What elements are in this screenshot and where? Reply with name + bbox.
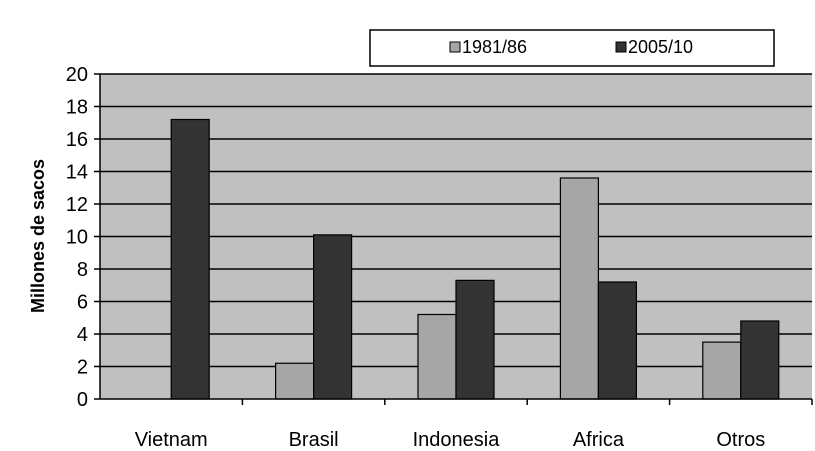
- y-tick-label: 2: [77, 357, 88, 379]
- y-tick-label: 18: [66, 97, 88, 119]
- bar-indonesia-2005-10: [455, 279, 495, 400]
- category-label: Vietnam: [135, 429, 208, 451]
- y-tick-label: 0: [77, 389, 88, 411]
- y-tick-label: 12: [66, 194, 88, 216]
- legend-label-2005-10: 2005/10: [628, 37, 693, 57]
- legend-box: [369, 29, 775, 67]
- legend-label-1981-86: 1981/86: [462, 37, 527, 57]
- legend-swatch-1981-86: [449, 41, 461, 53]
- y-tick-label: 6: [77, 292, 88, 314]
- legend: 1981/86 2005/10: [369, 29, 775, 67]
- legend-swatch-2005-10: [615, 41, 627, 53]
- category-label: Brasil: [289, 429, 339, 451]
- y-tick-label: 14: [66, 162, 88, 184]
- category-label: Africa: [573, 429, 625, 451]
- y-axis-label: Millones de sacos: [28, 159, 48, 313]
- y-tick-label: 10: [66, 227, 88, 249]
- bar-otros-1981-86: [702, 341, 742, 400]
- y-ticks: 0 2 4 6 8 10 12 14 16 18 20: [66, 64, 100, 411]
- y-tick-label: 4: [77, 324, 88, 346]
- bar-indonesia-1981-86: [417, 313, 457, 400]
- bar-brasil-1981-86: [275, 362, 315, 400]
- y-tick-label: 20: [66, 64, 88, 86]
- bar-africa-2005-10: [597, 281, 638, 400]
- category-label: Indonesia: [413, 429, 501, 451]
- bar-brasil-2005-10: [313, 234, 353, 400]
- y-tick-label: 16: [66, 129, 88, 151]
- bar-vietnam-2005-10: [170, 118, 210, 400]
- bar-africa-1981-86: [559, 177, 600, 400]
- y-tick-label: 8: [77, 259, 88, 281]
- bars: [170, 118, 780, 400]
- x-ticks: Vietnam Brasil Indonesia Africa Otros: [135, 399, 813, 451]
- bar-otros-2005-10: [740, 320, 780, 400]
- category-label: Otros: [716, 429, 765, 451]
